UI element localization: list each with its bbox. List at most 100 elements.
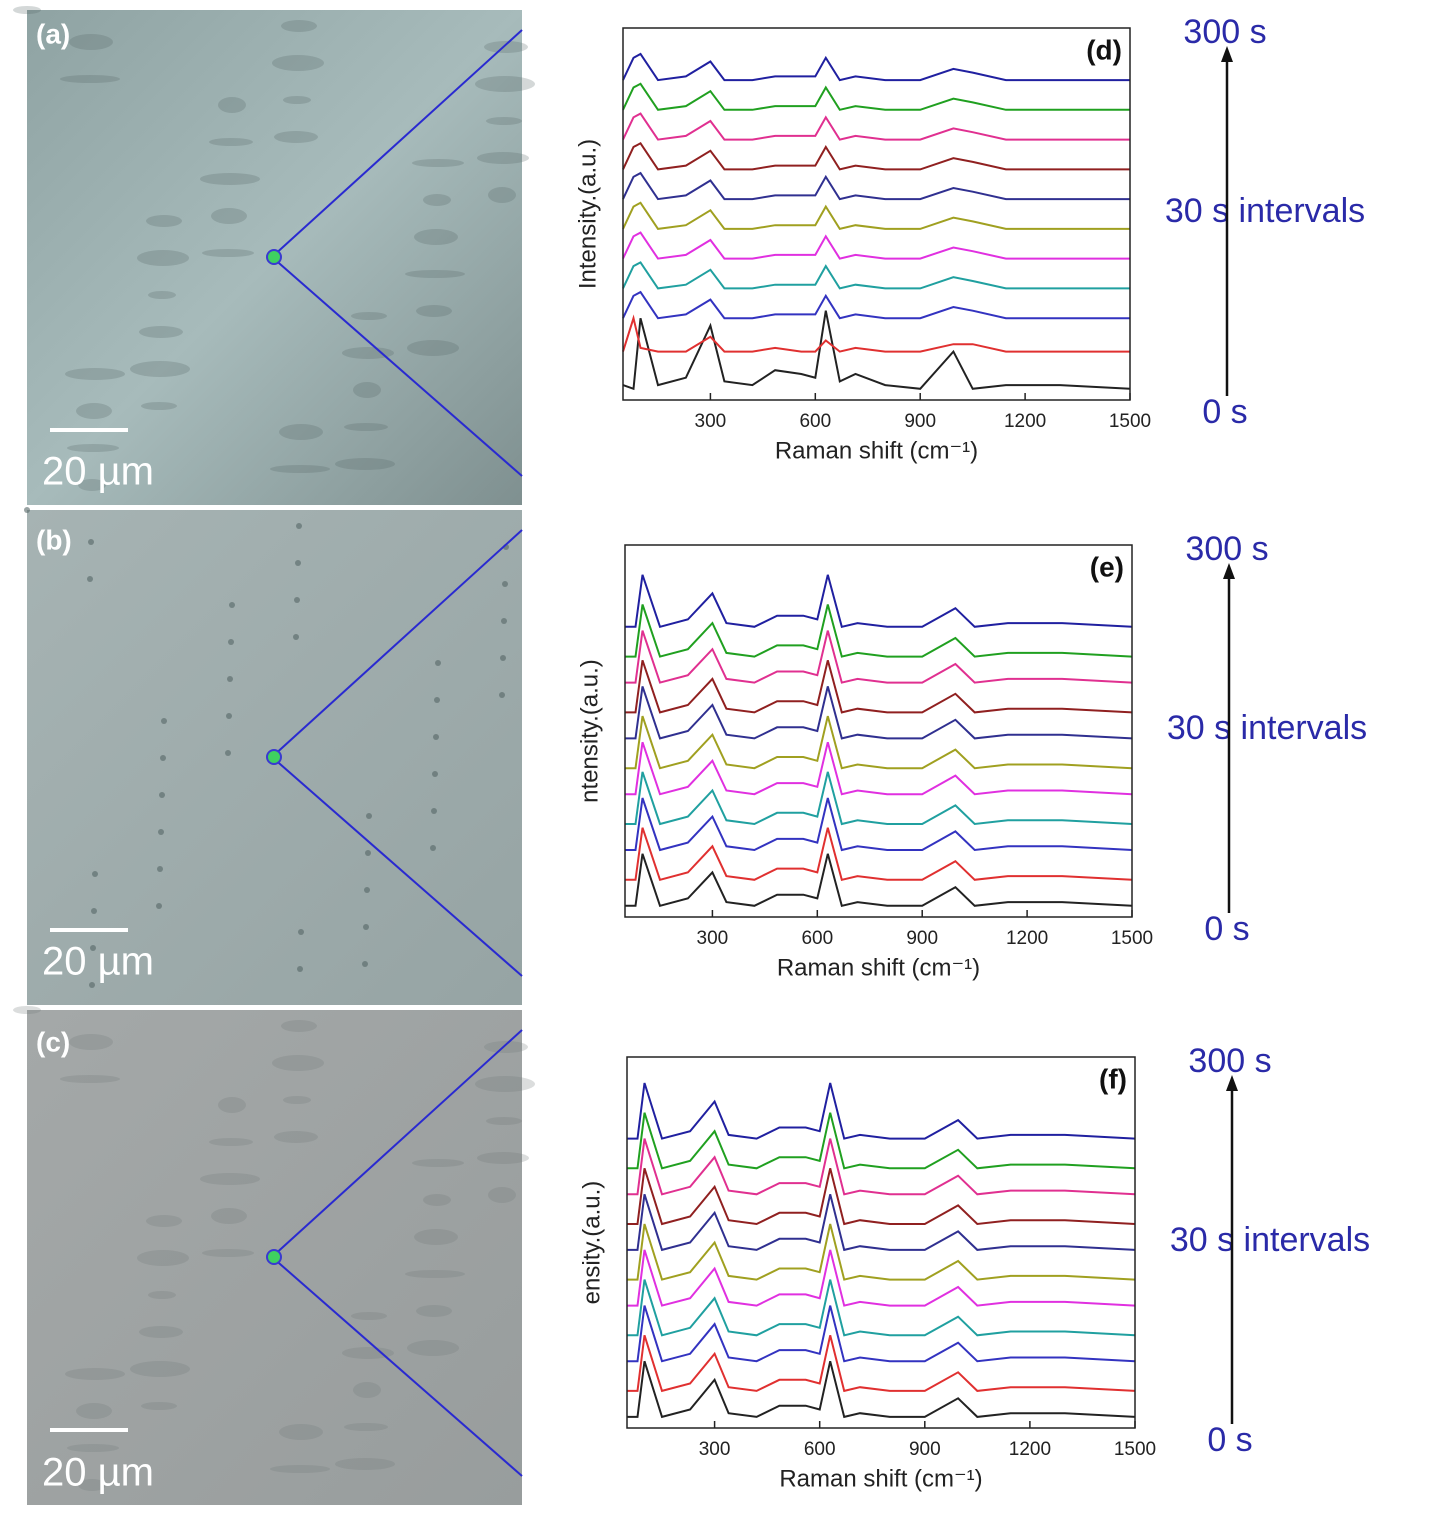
x-axis-label: Raman shift (cm⁻¹)	[775, 437, 978, 464]
texture	[407, 340, 459, 356]
panel-label: (e)	[1090, 551, 1124, 582]
interval-label: 30 s intervals	[1167, 709, 1367, 747]
texture	[270, 1465, 330, 1473]
spectrum	[627, 1223, 1136, 1281]
texture	[407, 1340, 459, 1356]
texture	[283, 1096, 311, 1104]
spectrum	[625, 853, 1133, 908]
spectrum	[625, 827, 1133, 882]
texture	[13, 1006, 41, 1014]
texture	[364, 887, 370, 893]
texture	[228, 639, 234, 645]
plot-frame	[626, 1056, 1136, 1429]
texture	[502, 581, 508, 587]
x-tick-label: 1200	[1004, 411, 1046, 432]
spectrum	[622, 314, 1130, 353]
texture	[78, 479, 106, 491]
texture	[297, 966, 303, 972]
spectrum	[625, 715, 1133, 770]
x-tick-label: 900	[909, 1439, 941, 1460]
spectrum	[622, 52, 1130, 82]
spectrum	[622, 290, 1130, 320]
texture	[202, 1249, 254, 1257]
texture	[60, 75, 120, 83]
texture	[87, 576, 93, 582]
y-axis-label: ensity.(a.u.)	[578, 1181, 605, 1305]
texture	[141, 402, 177, 410]
texture	[432, 771, 438, 777]
spectrum	[625, 741, 1133, 796]
spectrum	[625, 686, 1133, 740]
texture	[24, 507, 30, 513]
texture	[90, 945, 96, 951]
micrographs	[13, 6, 535, 1505]
texture	[130, 361, 190, 377]
texture	[141, 1402, 177, 1410]
texture	[160, 755, 166, 761]
texture	[209, 138, 253, 146]
spectrum	[625, 659, 1133, 714]
texture	[279, 1424, 323, 1440]
texture	[412, 1159, 464, 1167]
texture	[298, 929, 304, 935]
texture	[434, 697, 440, 703]
texture	[13, 6, 41, 14]
texture	[157, 866, 163, 872]
texture	[200, 173, 260, 185]
texture	[139, 1326, 183, 1338]
texture	[435, 660, 441, 666]
spectrum	[627, 1360, 1136, 1419]
texture	[486, 117, 522, 125]
spectrum	[625, 771, 1133, 826]
texture	[159, 792, 165, 798]
x-tick-label: 600	[801, 928, 833, 949]
texture	[430, 845, 436, 851]
spectrum	[627, 1279, 1136, 1337]
y-axis-label: Intensity.(a.u.)	[574, 139, 601, 289]
texture	[294, 597, 300, 603]
texture	[477, 152, 529, 164]
texture	[227, 676, 233, 682]
texture	[416, 305, 452, 317]
texture	[211, 208, 247, 224]
texture	[76, 403, 112, 419]
x-tick-label: 1500	[1109, 411, 1151, 432]
texture	[200, 1173, 260, 1185]
texture	[342, 1347, 394, 1359]
texture	[76, 1403, 112, 1419]
panel-label: (b)	[36, 524, 72, 555]
texture	[335, 1458, 395, 1470]
texture	[414, 229, 458, 245]
texture	[363, 924, 369, 930]
time-start-label: 0 s	[1204, 910, 1249, 948]
x-tick-label: 300	[697, 928, 729, 949]
laser-spot	[266, 749, 282, 765]
texture	[92, 871, 98, 877]
spectrum	[622, 141, 1130, 171]
x-tick-label: 900	[906, 928, 938, 949]
texture	[148, 1291, 176, 1299]
scale-label: 20 µm	[42, 450, 154, 494]
texture	[431, 808, 437, 814]
spectrum	[625, 630, 1133, 684]
time-end-label: 300 s	[1183, 13, 1266, 51]
texture	[475, 1076, 535, 1092]
texture	[281, 20, 317, 32]
spectrum	[622, 112, 1130, 141]
texture	[351, 312, 387, 320]
x-tick-label: 900	[904, 411, 936, 432]
texture	[488, 187, 516, 203]
time-end-label: 300 s	[1188, 1042, 1271, 1080]
panel-label: (a)	[36, 18, 70, 49]
texture	[139, 326, 183, 338]
x-tick-label: 600	[799, 411, 831, 432]
texture	[281, 1020, 317, 1032]
texture	[202, 249, 254, 257]
x-tick-label: 1200	[1009, 1439, 1051, 1460]
texture	[274, 131, 318, 143]
spectrum	[622, 261, 1130, 290]
spectrum	[627, 1249, 1136, 1307]
texture	[335, 458, 395, 470]
texture	[60, 1075, 120, 1083]
texture	[218, 97, 246, 113]
